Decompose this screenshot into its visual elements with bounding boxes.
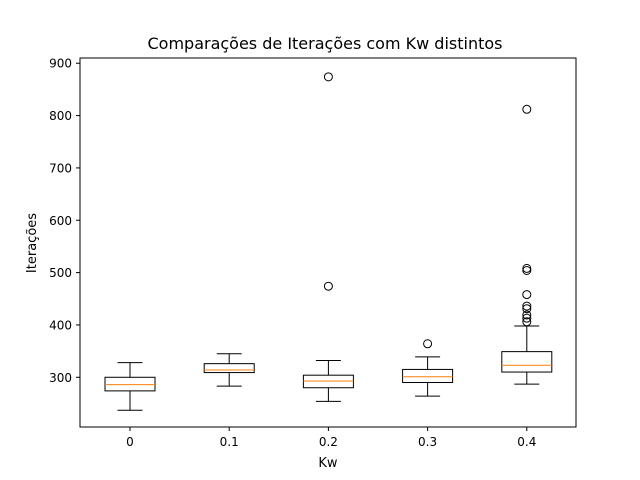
outlier-point [522, 104, 532, 114]
iqr-box [203, 363, 255, 374]
x-tick-label: 0 [126, 435, 134, 449]
outlier-point [522, 313, 532, 323]
outlier-point [522, 266, 532, 276]
iqr-box [104, 376, 156, 392]
y-tick-label: 700 [49, 161, 72, 175]
iqr-box [402, 368, 454, 384]
outlier-point [323, 72, 333, 82]
y-tick-label: 800 [49, 109, 72, 123]
plot-area: 300 400 500 600 700 800 900 0 0.1 0.2 0.3 0.4 [49, 57, 553, 449]
outlier-point [522, 263, 532, 273]
iqr-box [302, 374, 354, 389]
y-axis-label: Iterações [25, 213, 40, 273]
outlier-point [323, 281, 333, 291]
outlier-point [522, 290, 532, 300]
chart-title: Comparações de Iterações com Kw distinto… [147, 34, 502, 53]
plot-frame [79, 57, 577, 428]
outlier-point [522, 304, 532, 314]
y-tick-label: 900 [49, 57, 72, 71]
y-tick-label: 400 [49, 318, 72, 332]
outlier-point [522, 317, 532, 327]
outlier-point [522, 310, 532, 320]
iqr-box [501, 351, 553, 373]
x-tick-label: 0.3 [418, 435, 437, 449]
outlier-point [423, 339, 433, 349]
y-tick-label: 500 [49, 266, 72, 280]
x-tick-label: 0.1 [220, 435, 239, 449]
x-tick-label: 0.4 [517, 435, 536, 449]
outlier-point [522, 301, 532, 311]
x-tick-label: 0.2 [319, 435, 338, 449]
y-tick-label: 600 [49, 214, 72, 228]
y-tick-label: 300 [49, 371, 72, 385]
x-axis-label: Kw [318, 456, 338, 471]
